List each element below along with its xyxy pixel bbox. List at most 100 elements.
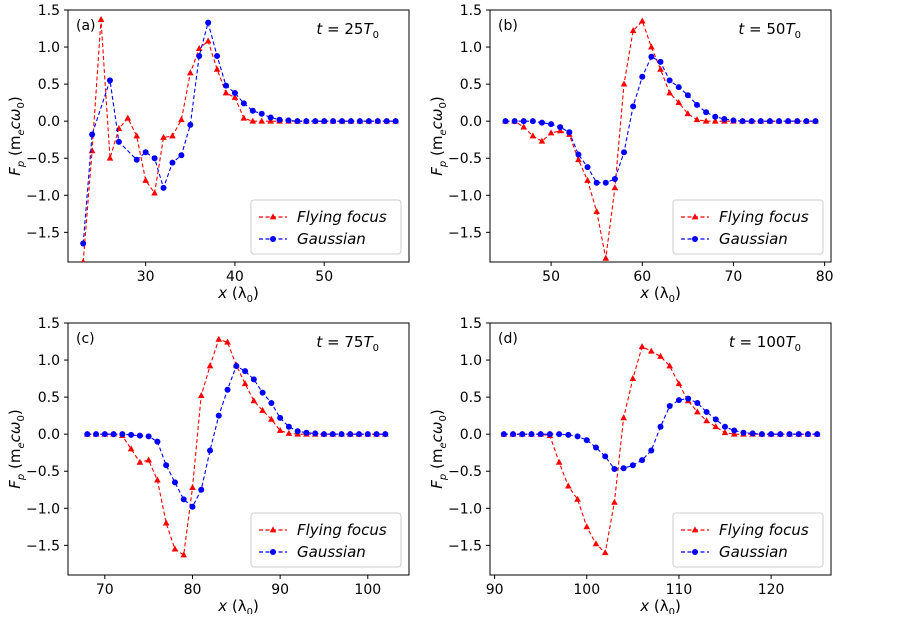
legend-entry: Flying focus (719, 521, 809, 539)
flying-focus-point (97, 16, 105, 23)
flying-focus-point (151, 189, 158, 196)
y-tick-label: 0.0 (38, 114, 60, 130)
flying-focus-point (133, 132, 141, 139)
y-tick-label: 0.5 (460, 77, 482, 93)
gaussian-point (339, 118, 346, 125)
gaussian-point (154, 438, 161, 445)
flying-focus-point (657, 65, 664, 72)
x-tick-label: 120 (758, 582, 785, 598)
y-tick-label: 1.5 (38, 316, 60, 332)
gaussian-point (639, 457, 646, 464)
gaussian-point (267, 114, 274, 121)
flying-focus-point (206, 362, 214, 369)
flying-focus-point (638, 17, 646, 24)
x-tick-label: 50 (542, 269, 560, 285)
gaussian-point (250, 376, 257, 383)
gaussian-point (812, 118, 819, 125)
panel-c: 1.5 1.0 0.5 0.0 −0.5 −1.0 −1.5 70 80 90 100 x (λ0) F… (6, 316, 410, 618)
legend-marker-circle (270, 236, 276, 242)
gaussian-point (611, 175, 618, 182)
flying-focus-point (629, 27, 637, 34)
gaussian-point (630, 103, 637, 110)
legend-box (250, 199, 402, 255)
gaussian-point (356, 431, 363, 438)
gaussian-point (294, 118, 301, 125)
gaussian-point (142, 149, 149, 156)
y-tick-label: −0.5 (26, 464, 60, 480)
gaussian-point (766, 118, 773, 125)
gaussian-point (84, 431, 91, 438)
gaussian-point (171, 479, 178, 486)
axes-frame (67, 322, 410, 576)
time-label: t = 25T0 (316, 20, 379, 41)
gaussian-point (794, 118, 801, 125)
gaussian-point (115, 138, 122, 145)
x-tick-label: 80 (816, 269, 834, 285)
gaussian-point (730, 117, 737, 124)
y-tick-label: −1.5 (26, 225, 60, 241)
gaussian-point (758, 431, 765, 438)
flying-focus-point (204, 37, 212, 44)
gaussian-point (768, 431, 775, 438)
legend-entry: Gaussian (719, 230, 788, 248)
flying-focus-point (556, 127, 564, 134)
gaussian-point (198, 486, 205, 493)
plot-area (83, 335, 389, 558)
gaussian-point (231, 90, 238, 97)
y-tick-label: 1.5 (38, 3, 60, 19)
gaussian-point (777, 431, 784, 438)
legend-marker-triangle (269, 213, 277, 220)
flying-focus-point (666, 362, 674, 369)
time-label: t = 75T0 (316, 333, 379, 354)
gaussian-point (89, 131, 96, 138)
gaussian-point (180, 496, 187, 503)
series-line-flying-focus (505, 20, 816, 259)
flying-focus-point (213, 65, 221, 72)
gaussian-point (583, 437, 590, 444)
flying-focus-point (268, 415, 275, 422)
gaussian-point (648, 53, 655, 60)
gaussian-point (502, 118, 509, 125)
gaussian-point (675, 397, 682, 404)
flying-focus-point (711, 117, 719, 124)
y-tick-label: 0.0 (460, 427, 482, 443)
flying-focus-point (703, 417, 710, 424)
x-tick-label: 40 (226, 269, 244, 285)
flying-focus-point (259, 406, 266, 413)
gaussian-point (189, 503, 196, 510)
time-label: t = 100T0 (729, 333, 801, 354)
x-tick-label: 90 (486, 582, 504, 598)
axes-frame (67, 9, 410, 263)
flying-focus-point (666, 89, 673, 96)
series-line-gaussian (82, 20, 396, 244)
time-label: t = 50T0 (738, 20, 801, 41)
gaussian-point (374, 118, 381, 125)
gaussian-point (258, 110, 265, 117)
gaussian-point (110, 431, 117, 438)
gaussian-point (538, 119, 545, 126)
flying-focus-point (160, 133, 167, 140)
flying-focus-point (154, 476, 161, 483)
series-line-flying-focus (503, 345, 818, 554)
gaussian-point (151, 155, 158, 162)
gaussian-point (703, 408, 710, 415)
flying-focus-point (222, 89, 230, 96)
panel-label: (c) (76, 331, 95, 347)
gaussian-point (233, 362, 240, 369)
y-tick-label: 1.5 (460, 316, 482, 332)
gaussian-point (666, 403, 673, 410)
flying-focus-point (169, 132, 176, 139)
gaussian-point (119, 431, 126, 438)
flying-focus-point (675, 380, 683, 387)
x-tick-label: 30 (137, 269, 155, 285)
gaussian-point (163, 462, 170, 469)
gaussian-point (268, 400, 275, 407)
flying-focus-point (250, 397, 258, 404)
flying-focus-point (602, 254, 610, 261)
y-tick-label: −1.5 (448, 538, 482, 554)
gaussian-point (383, 118, 390, 125)
flying-focus-point (124, 114, 132, 121)
flying-focus-point (712, 423, 720, 430)
